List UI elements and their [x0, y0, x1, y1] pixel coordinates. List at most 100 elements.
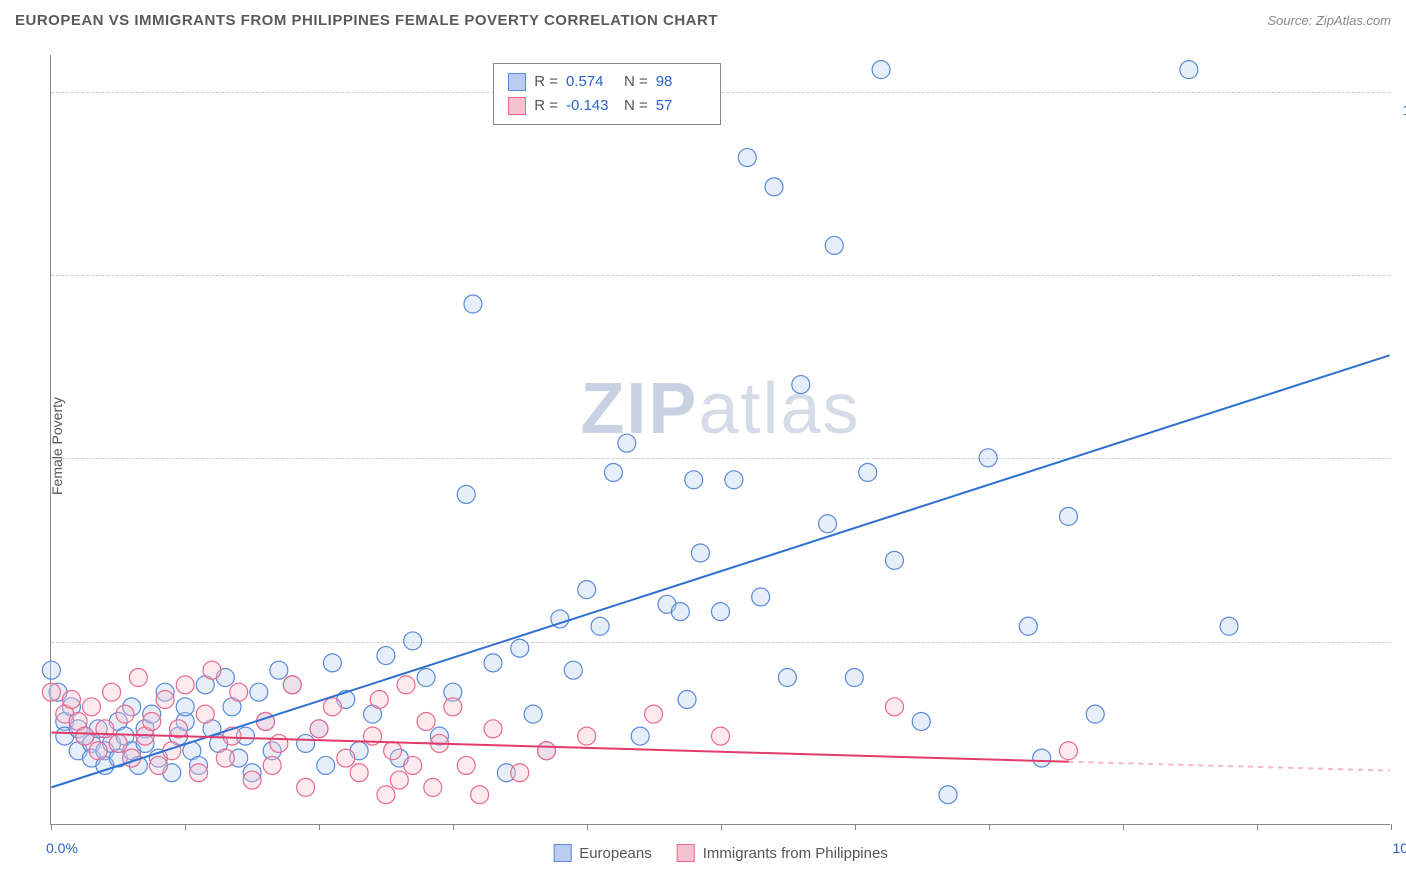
data-point — [792, 376, 810, 394]
legend-swatch — [553, 844, 571, 862]
data-point — [511, 639, 529, 657]
data-point — [270, 734, 288, 752]
legend-row: R =0.574 N =98 — [508, 70, 706, 94]
data-point — [819, 515, 837, 533]
legend-row: R =-0.143 N =57 — [508, 94, 706, 118]
data-point — [76, 727, 94, 745]
data-point — [230, 683, 248, 701]
legend-r-value: -0.143 — [566, 94, 616, 118]
data-point — [103, 683, 121, 701]
data-point — [297, 778, 315, 796]
trend-line — [51, 355, 1389, 787]
data-point — [484, 720, 502, 738]
legend-label: Europeans — [579, 845, 652, 862]
data-point — [725, 471, 743, 489]
data-point — [444, 698, 462, 716]
y-tick-label: 75.0% — [1395, 285, 1406, 301]
data-point — [404, 632, 422, 650]
data-point — [62, 691, 80, 709]
data-point — [765, 178, 783, 196]
data-point — [89, 742, 107, 760]
x-tick — [587, 824, 588, 830]
data-point — [143, 712, 161, 730]
legend-swatch — [508, 97, 526, 115]
data-point — [397, 676, 415, 694]
data-point — [1019, 617, 1037, 635]
data-point — [243, 771, 261, 789]
data-point — [317, 756, 335, 774]
data-point — [196, 705, 214, 723]
y-tick-label: 50.0% — [1395, 468, 1406, 484]
data-point — [578, 727, 596, 745]
data-point — [885, 698, 903, 716]
plot-area: ZIPatlas 25.0%50.0%75.0%100.0% R =0.574 … — [50, 55, 1390, 825]
data-point — [912, 712, 930, 730]
chart-title: EUROPEAN VS IMMIGRANTS FROM PHILIPPINES … — [15, 12, 718, 29]
data-point — [678, 691, 696, 709]
x-tick — [1391, 824, 1392, 830]
data-point — [417, 669, 435, 687]
data-point — [691, 544, 709, 562]
trend-line — [51, 732, 1068, 761]
legend-r-value: 0.574 — [566, 70, 616, 94]
data-point — [1059, 742, 1077, 760]
legend-swatch — [508, 73, 526, 91]
x-tick — [1123, 824, 1124, 830]
data-point — [190, 764, 208, 782]
data-point — [885, 551, 903, 569]
data-point — [825, 236, 843, 254]
legend-n-label: N = — [624, 70, 648, 94]
data-point — [712, 603, 730, 621]
data-point — [538, 742, 556, 760]
data-point — [1086, 705, 1104, 723]
x-tick — [453, 824, 454, 830]
data-point — [645, 705, 663, 723]
data-point — [564, 661, 582, 679]
data-point — [778, 669, 796, 687]
data-point — [337, 749, 355, 767]
data-point — [42, 661, 60, 679]
legend-r-label: R = — [534, 94, 558, 118]
data-point — [270, 661, 288, 679]
data-point — [283, 676, 301, 694]
data-point — [263, 756, 281, 774]
data-point — [384, 742, 402, 760]
data-point — [738, 149, 756, 167]
data-point — [457, 485, 475, 503]
data-point — [149, 756, 167, 774]
legend-n-label: N = — [624, 94, 648, 118]
data-point — [464, 295, 482, 313]
data-point — [1180, 61, 1198, 79]
y-tick-label: 100.0% — [1395, 102, 1406, 118]
x-axis-min-label: 0.0% — [46, 840, 78, 856]
data-point — [323, 654, 341, 672]
x-axis-max-label: 100.0% — [1393, 840, 1406, 856]
data-point — [524, 705, 542, 723]
data-point — [377, 786, 395, 804]
data-point — [297, 734, 315, 752]
data-point — [752, 588, 770, 606]
data-point — [845, 669, 863, 687]
legend-n-value: 98 — [656, 70, 706, 94]
data-point — [1033, 749, 1051, 767]
data-point — [203, 661, 221, 679]
data-point — [350, 764, 368, 782]
x-tick — [185, 824, 186, 830]
data-point — [404, 756, 422, 774]
data-point — [83, 698, 101, 716]
data-point — [310, 720, 328, 738]
chart-header: EUROPEAN VS IMMIGRANTS FROM PHILIPPINES … — [0, 0, 1406, 40]
data-point — [109, 734, 127, 752]
data-point — [471, 786, 489, 804]
x-tick — [855, 824, 856, 830]
data-point — [129, 669, 147, 687]
data-point — [618, 434, 636, 452]
data-point — [216, 749, 234, 767]
source-credit: Source: ZipAtlas.com — [1267, 13, 1391, 28]
data-point — [1059, 507, 1077, 525]
x-tick — [989, 824, 990, 830]
x-tick — [721, 824, 722, 830]
trend-line-extrapolated — [1068, 762, 1389, 771]
x-tick — [1257, 824, 1258, 830]
legend-item: Europeans — [553, 844, 652, 862]
